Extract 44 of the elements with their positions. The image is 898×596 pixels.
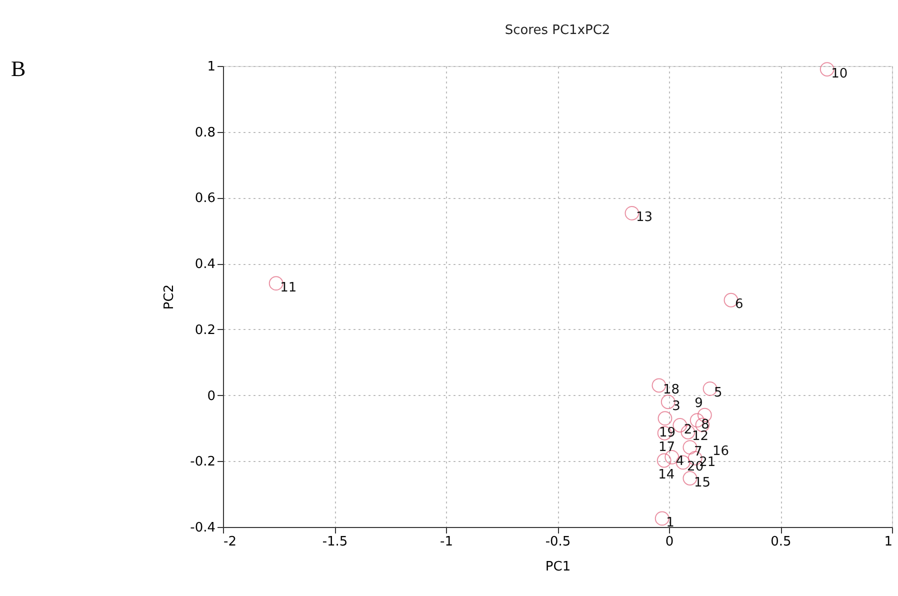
x-tick-label: 1	[884, 534, 892, 550]
x-tick-label: -2	[224, 534, 236, 550]
x-tick-label: -1.5	[322, 534, 348, 550]
point	[652, 378, 666, 393]
x-tick-label: 0.5	[770, 534, 792, 550]
annotation: 17	[658, 440, 676, 456]
chart-title: Scores PC1xPC2	[504, 23, 610, 38]
point	[268, 276, 284, 291]
annotation: 6	[734, 297, 744, 312]
annotation: 13	[636, 210, 653, 226]
annotation: 3	[672, 398, 680, 414]
x-tick-label: -1	[440, 534, 453, 550]
y-tick-label: -0.2	[190, 454, 216, 470]
y-tick-label: 0	[207, 388, 216, 404]
y-tick-label: 0.6	[194, 191, 216, 206]
annotation: 5	[714, 386, 722, 401]
y-tick-label: 1	[207, 60, 216, 74]
y-axis-title: PC2	[162, 284, 178, 310]
y-tick-label: -0.4	[190, 520, 216, 536]
y-tick-label: 0.2	[194, 322, 216, 338]
annotation: 11	[280, 280, 297, 296]
text: B	[11, 56, 26, 81]
point	[820, 62, 834, 76]
y-tick-label: 0.8	[194, 125, 216, 140]
annotation: 18	[662, 382, 680, 398]
annotation: 9	[694, 396, 703, 412]
y-tick-label: 0.4	[194, 257, 216, 272]
point	[624, 206, 640, 220]
annotation: 10	[831, 66, 848, 82]
point	[654, 511, 670, 526]
point	[658, 411, 672, 426]
annotation: 14	[658, 467, 675, 482]
x-tick-label: 0	[665, 534, 674, 550]
point	[682, 471, 698, 486]
annotation: 2	[684, 422, 692, 438]
annotation: 1	[666, 515, 674, 530]
annotation: 19	[658, 425, 676, 440]
annotation: 15	[694, 475, 711, 490]
annotation: 4	[676, 454, 684, 470]
point	[656, 453, 672, 468]
x-tick-label: -0.5	[545, 534, 571, 550]
x-axis-title: PC1	[545, 560, 571, 574]
annotation: 16	[712, 444, 729, 459]
annotation: 12	[692, 429, 708, 444]
